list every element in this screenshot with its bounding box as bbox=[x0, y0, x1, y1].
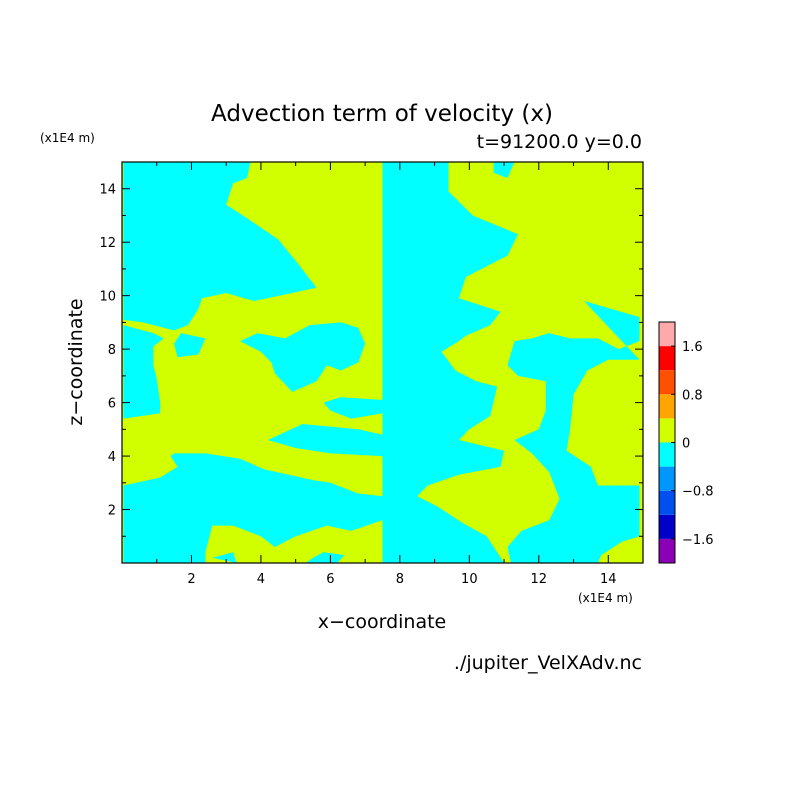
y-tick-label: 14 bbox=[99, 183, 116, 198]
colorbar-segment bbox=[659, 322, 675, 347]
colorbar-segment bbox=[659, 466, 675, 491]
negative-region-right-2 bbox=[507, 301, 640, 563]
plot-border bbox=[121, 161, 644, 564]
x-tick-label: 4 bbox=[257, 572, 265, 587]
y-axis-label: z−coordinate bbox=[65, 298, 87, 425]
colorbar-segment bbox=[659, 370, 675, 395]
negative-region-right-1 bbox=[382, 162, 518, 563]
x-tick-label: 6 bbox=[326, 572, 334, 587]
y-axis-ticks: 2 4 6 8 10 12 14 bbox=[99, 183, 643, 537]
colorbar-tick-label: 0.8 bbox=[682, 388, 703, 403]
colorbar-segment bbox=[659, 394, 675, 419]
colorbar-segment bbox=[659, 490, 675, 515]
negative-region-left-6 bbox=[240, 322, 366, 392]
x-unit-label: (x1E4 m) bbox=[578, 591, 633, 605]
chart-subtitle: t=91200.0 y=0.0 bbox=[477, 131, 642, 153]
source-filename: ./jupiter_VelXAdv.nc bbox=[454, 652, 642, 674]
chart-title: Advection term of velocity (x) bbox=[211, 101, 553, 127]
negative-region-left-9 bbox=[267, 424, 383, 457]
contour-plot-area bbox=[122, 162, 643, 563]
negative-region-left-8 bbox=[174, 333, 206, 358]
negative-region-left-7 bbox=[323, 397, 383, 419]
colorbar-segment bbox=[659, 418, 675, 443]
negative-region-left-4 bbox=[212, 552, 237, 563]
y-unit-label: (x1E4 m) bbox=[40, 131, 95, 145]
colorbar-ticks: −1.6 −0.8 0 0.8 1.6 bbox=[671, 340, 714, 548]
negative-region-left-5 bbox=[306, 552, 345, 563]
negative-region-left-1 bbox=[123, 162, 317, 331]
negative-region-right-3 bbox=[493, 162, 515, 178]
colorbar-segment bbox=[659, 346, 675, 371]
x-tick-label: 2 bbox=[187, 572, 195, 587]
y-tick-label: 8 bbox=[108, 343, 116, 358]
plot-frame bbox=[121, 161, 644, 564]
y-tick-label: 12 bbox=[99, 236, 116, 251]
colorbar-segment bbox=[659, 514, 675, 539]
y-tick-label: 10 bbox=[99, 290, 116, 305]
colorbar-segment bbox=[659, 538, 675, 563]
y-tick-label: 6 bbox=[108, 397, 116, 412]
colorbar-tick-label: −1.6 bbox=[682, 533, 714, 548]
negative-region-left-3 bbox=[123, 453, 383, 563]
x-tick-label: 8 bbox=[396, 572, 404, 587]
x-tick-label: 12 bbox=[531, 572, 548, 587]
colorbar-tick-label: −0.8 bbox=[682, 485, 714, 500]
x-axis-label: x−coordinate bbox=[318, 611, 447, 633]
colorbar-tick-label: 0 bbox=[682, 437, 690, 452]
y-tick-label: 4 bbox=[108, 450, 116, 465]
x-tick-label: 14 bbox=[600, 572, 617, 587]
negative-region-left-2 bbox=[123, 325, 164, 419]
x-axis-ticks: 2 4 6 8 10 12 14 bbox=[156, 162, 617, 587]
colorbar-tick-label: 1.6 bbox=[682, 340, 703, 355]
y-tick-label: 2 bbox=[108, 504, 116, 519]
x-tick-label: 10 bbox=[461, 572, 478, 587]
colorbar-segment bbox=[659, 442, 675, 467]
colorbar bbox=[658, 321, 676, 564]
